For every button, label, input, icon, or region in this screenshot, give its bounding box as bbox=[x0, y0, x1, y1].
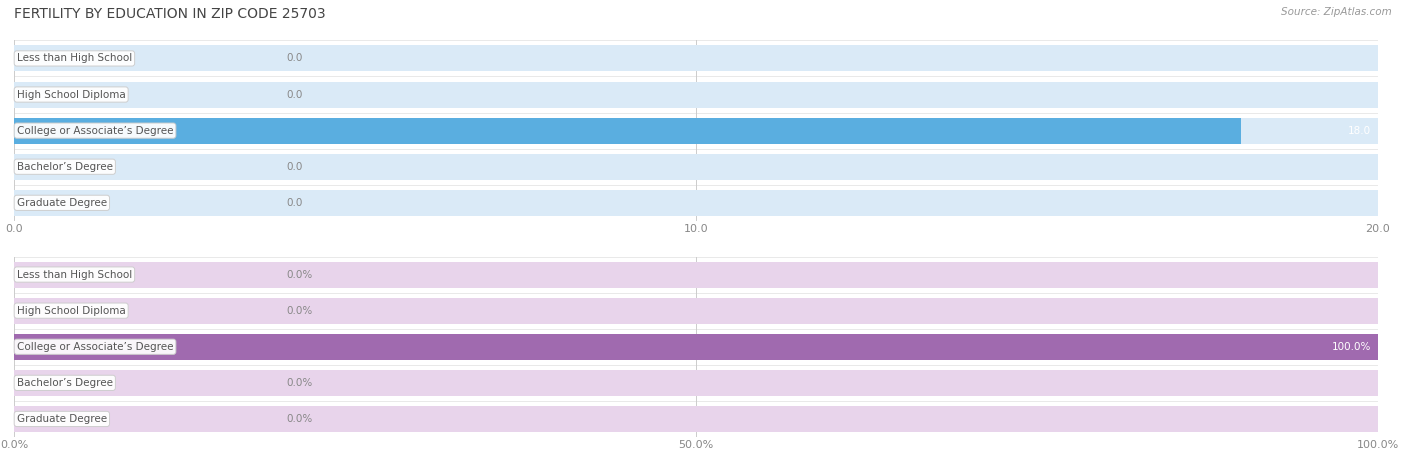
Text: 0.0%: 0.0% bbox=[287, 269, 314, 280]
Text: Bachelor’s Degree: Bachelor’s Degree bbox=[17, 162, 112, 172]
Text: 18.0: 18.0 bbox=[1348, 125, 1371, 136]
Bar bbox=[14, 46, 1378, 71]
Bar bbox=[14, 118, 1241, 143]
Text: FERTILITY BY EDUCATION IN ZIP CODE 25703: FERTILITY BY EDUCATION IN ZIP CODE 25703 bbox=[14, 7, 326, 21]
Bar bbox=[14, 406, 1378, 432]
Bar bbox=[14, 82, 1378, 107]
Bar bbox=[14, 334, 1378, 360]
Text: High School Diploma: High School Diploma bbox=[17, 89, 125, 100]
Text: Less than High School: Less than High School bbox=[17, 269, 132, 280]
Text: 0.0%: 0.0% bbox=[287, 414, 314, 424]
Bar bbox=[14, 154, 1378, 180]
Text: 0.0: 0.0 bbox=[287, 53, 304, 64]
Bar bbox=[14, 334, 1378, 360]
Text: 0.0: 0.0 bbox=[287, 198, 304, 208]
Bar bbox=[14, 262, 1378, 287]
Text: 0.0%: 0.0% bbox=[287, 305, 314, 316]
Text: Less than High School: Less than High School bbox=[17, 53, 132, 64]
Text: Graduate Degree: Graduate Degree bbox=[17, 198, 107, 208]
Text: Bachelor’s Degree: Bachelor’s Degree bbox=[17, 378, 112, 388]
Text: 0.0: 0.0 bbox=[287, 89, 304, 100]
Text: 0.0%: 0.0% bbox=[287, 378, 314, 388]
Text: College or Associate’s Degree: College or Associate’s Degree bbox=[17, 342, 173, 352]
Text: College or Associate’s Degree: College or Associate’s Degree bbox=[17, 125, 173, 136]
Bar bbox=[14, 118, 1378, 143]
Text: 100.0%: 100.0% bbox=[1331, 342, 1371, 352]
Bar bbox=[14, 370, 1378, 396]
Text: High School Diploma: High School Diploma bbox=[17, 305, 125, 316]
Bar bbox=[14, 190, 1378, 216]
Text: Graduate Degree: Graduate Degree bbox=[17, 414, 107, 424]
Text: Source: ZipAtlas.com: Source: ZipAtlas.com bbox=[1281, 7, 1392, 17]
Bar bbox=[14, 298, 1378, 323]
Text: 0.0: 0.0 bbox=[287, 162, 304, 172]
